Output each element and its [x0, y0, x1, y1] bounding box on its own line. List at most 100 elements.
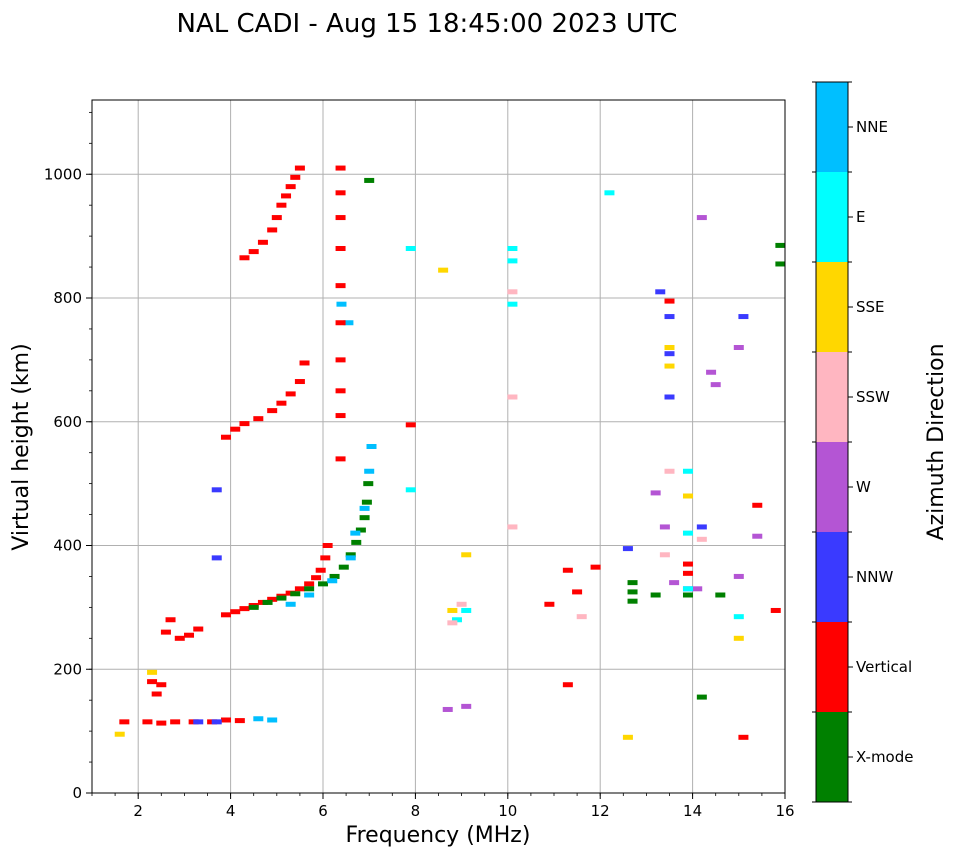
- colorbar-tick-label: SSW: [856, 388, 890, 406]
- echo-point: [267, 227, 278, 233]
- echo-point: [239, 606, 250, 612]
- echo-point: [622, 546, 633, 552]
- echo-point: [335, 165, 346, 171]
- echo-point: [775, 242, 786, 248]
- echo-point: [682, 570, 693, 576]
- plot-frame: [91, 99, 786, 794]
- echo-point: [220, 717, 231, 723]
- echo-point: [193, 719, 204, 725]
- echo-point: [364, 468, 375, 474]
- x-tick-label: 4: [226, 802, 236, 820]
- echo-point: [294, 165, 305, 171]
- y-axis-label: Virtual height (km): [9, 343, 34, 550]
- echo-point: [338, 564, 349, 570]
- echo-point: [285, 601, 296, 607]
- echo-point: [160, 629, 171, 635]
- echo-point: [165, 617, 176, 623]
- echo-point: [507, 246, 518, 251]
- echo-point: [119, 719, 130, 725]
- echo-point: [590, 564, 601, 570]
- echo-point: [294, 586, 305, 592]
- echo-point: [335, 357, 346, 363]
- echo-point: [234, 718, 245, 724]
- echo-point: [664, 298, 675, 304]
- echo-point: [752, 533, 763, 539]
- chart-title: NAL CADI - Aug 15 18:45:00 2023 UTC: [177, 9, 678, 39]
- echo-point: [664, 351, 675, 357]
- echo-point: [285, 184, 296, 190]
- echo-point: [311, 575, 322, 581]
- echo-point: [696, 536, 707, 542]
- colorbar-tick-label: Vertical: [856, 658, 912, 676]
- x-tick-label: 6: [318, 802, 328, 820]
- echo-point: [733, 345, 744, 350]
- echo-point: [327, 578, 338, 584]
- echo-point: [361, 499, 372, 505]
- echo-point: [507, 394, 518, 400]
- echo-point: [627, 580, 638, 586]
- x-axis-label: Frequency (MHz): [346, 823, 531, 848]
- echo-point: [351, 539, 362, 545]
- colorbar-segment: [816, 712, 848, 802]
- echo-point: [682, 530, 693, 536]
- echo-point: [345, 552, 356, 558]
- echo-point: [775, 261, 786, 267]
- echo-point: [267, 408, 278, 414]
- echo-point: [318, 581, 328, 587]
- echo-point: [576, 614, 587, 620]
- echo-point: [572, 589, 583, 595]
- grid-lines: [92, 100, 785, 793]
- y-tick-label: 0: [72, 784, 82, 802]
- echo-point: [659, 552, 670, 558]
- echo-point: [461, 703, 472, 709]
- x-tick-label: 8: [411, 802, 421, 820]
- echo-point: [366, 444, 377, 449]
- echo-point: [655, 289, 666, 295]
- echo-point: [650, 490, 661, 496]
- colorbar-segment: [816, 262, 848, 352]
- echo-point: [438, 267, 449, 273]
- echo-point: [290, 174, 301, 180]
- echo-point: [738, 314, 749, 320]
- echo-point: [294, 379, 305, 385]
- plot-area: 2 4 6 8 10 12 14 16 0 200 400 600 800 1000: [44, 99, 795, 820]
- echo-point: [359, 505, 370, 511]
- echo-point: [664, 314, 675, 320]
- echo-point: [299, 360, 310, 366]
- echo-point: [151, 691, 162, 697]
- echo-point: [304, 592, 315, 598]
- colorbar-segment: [816, 82, 848, 172]
- echo-point: [604, 190, 615, 196]
- echo-point: [451, 617, 462, 623]
- echo-point: [335, 190, 346, 196]
- echo-point: [562, 682, 573, 688]
- echo-point: [211, 555, 222, 561]
- echo-point: [405, 246, 416, 251]
- colorbar-segment: [816, 532, 848, 622]
- echo-point: [359, 515, 370, 521]
- axis-ticks: 2 4 6 8 10 12 14 16 0 200 400 600 800 1000: [44, 111, 795, 820]
- echo-point: [664, 363, 675, 369]
- echo-point: [405, 487, 416, 493]
- echo-point: [220, 612, 231, 618]
- echo-point: [147, 669, 158, 675]
- echo-point: [335, 320, 346, 326]
- echo-point: [682, 586, 693, 592]
- echo-point: [304, 586, 315, 592]
- echo-point: [276, 595, 287, 601]
- echo-point: [335, 215, 346, 221]
- echo-point: [262, 599, 273, 605]
- echo-point: [156, 682, 167, 688]
- echo-point: [696, 215, 707, 221]
- echo-point: [650, 592, 661, 598]
- colorbar-segment: [816, 442, 848, 532]
- echo-point: [507, 524, 518, 530]
- x-tick-label: 12: [591, 802, 610, 820]
- echo-point: [733, 614, 744, 620]
- echo-point: [682, 468, 693, 474]
- echo-point: [335, 413, 346, 419]
- y-tick-label: 800: [53, 289, 82, 307]
- y-tick-label: 400: [53, 537, 82, 555]
- echo-point: [752, 502, 763, 508]
- colorbar-segment: [816, 172, 848, 262]
